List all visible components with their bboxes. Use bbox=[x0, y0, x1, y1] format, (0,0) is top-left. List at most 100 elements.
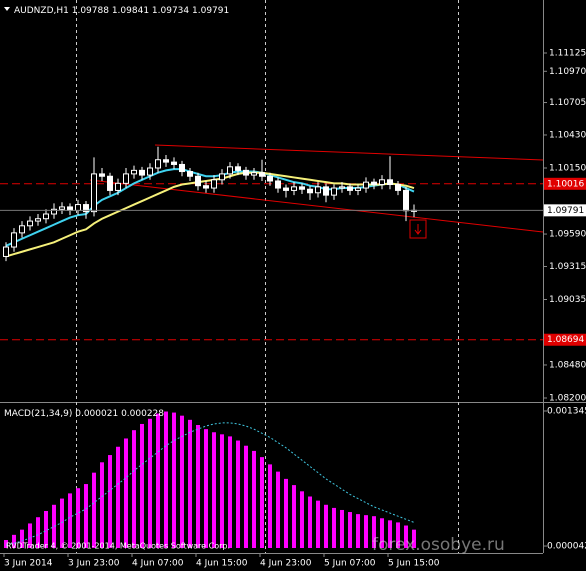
macd-bar bbox=[156, 413, 160, 548]
macd-bar bbox=[68, 493, 72, 548]
x-tick-label: 5 Jun 07:00 bbox=[324, 559, 376, 569]
candle-body bbox=[355, 187, 361, 191]
candle-body bbox=[195, 175, 201, 187]
candle-body bbox=[323, 186, 329, 196]
candle-body bbox=[403, 189, 409, 212]
candle-body bbox=[363, 181, 369, 189]
indicator-header: MACD(21,34,9) 0.000021 0.000228 bbox=[4, 409, 164, 419]
y-tick-label: 1.10430 bbox=[549, 130, 586, 140]
level-label-box bbox=[544, 333, 586, 346]
y-tick-label: 1.11125 bbox=[549, 49, 586, 59]
y-tick-label: 1.10705 bbox=[549, 98, 586, 108]
x-tick-label: 3 Jun 23:00 bbox=[68, 559, 120, 569]
candle-body bbox=[163, 159, 169, 163]
candle-body bbox=[291, 186, 297, 191]
candle-body bbox=[187, 171, 193, 177]
macd-bar bbox=[260, 457, 264, 548]
macd-bar bbox=[196, 424, 200, 548]
macd-bar bbox=[308, 496, 312, 548]
header-high: 1.09841 bbox=[112, 6, 149, 16]
macd-bar bbox=[412, 529, 416, 548]
x-tick-label: 3 Jun 2014 bbox=[4, 559, 53, 569]
candle-body bbox=[275, 180, 281, 189]
x-tick-label: 4 Jun 15:00 bbox=[196, 559, 248, 569]
candle-body bbox=[27, 220, 33, 227]
macd-bar bbox=[28, 523, 32, 548]
candle-body bbox=[299, 186, 305, 190]
macd-bar bbox=[12, 534, 16, 548]
macd-bar bbox=[180, 415, 184, 548]
candle-body bbox=[267, 175, 273, 182]
candle-body bbox=[43, 213, 49, 220]
y-tick-label: 0.001345 bbox=[547, 407, 586, 417]
candle-body bbox=[155, 159, 161, 169]
candle-body bbox=[107, 175, 113, 191]
y-tick-label: 1.09035 bbox=[549, 295, 586, 305]
candle-body bbox=[307, 188, 313, 194]
macd-bar bbox=[4, 540, 8, 548]
candle-body bbox=[115, 182, 121, 191]
x-tick-label: 4 Jun 07:00 bbox=[132, 559, 184, 569]
candle-body bbox=[147, 167, 153, 176]
macd-bar bbox=[212, 432, 216, 548]
candle-body bbox=[219, 173, 225, 181]
level-label: 1.10016 bbox=[547, 179, 584, 189]
macd-bar bbox=[44, 511, 48, 548]
macd-bar bbox=[36, 517, 40, 548]
candle-body bbox=[227, 166, 233, 175]
macd-bar bbox=[204, 429, 208, 548]
macd-bar bbox=[124, 438, 128, 548]
candle-body bbox=[91, 173, 97, 213]
candle-body bbox=[35, 218, 41, 222]
candle-body bbox=[123, 173, 129, 184]
candle-body bbox=[259, 172, 265, 177]
candle-body bbox=[331, 187, 337, 196]
y-tick-label: 1.08200 bbox=[549, 393, 586, 403]
macd-bar bbox=[132, 430, 136, 548]
sell-arrow bbox=[414, 224, 422, 235]
y-tick-label: 1.08480 bbox=[549, 360, 586, 370]
y-tick-label: 0.000042 bbox=[547, 542, 586, 552]
current-price-label: 1.09791 bbox=[547, 206, 584, 216]
header-close: 1.09791 bbox=[192, 6, 229, 16]
macd-bar bbox=[372, 516, 376, 548]
trend-line bbox=[89, 179, 544, 233]
candle-body bbox=[283, 187, 289, 191]
macd-bar bbox=[340, 509, 344, 548]
candle-body bbox=[171, 161, 177, 165]
moving-average bbox=[5, 171, 415, 258]
candle-body bbox=[59, 206, 65, 210]
macd-bar bbox=[316, 500, 320, 548]
macd-bar bbox=[220, 434, 224, 548]
macd-bar bbox=[292, 485, 296, 548]
header-low: 1.09734 bbox=[152, 6, 189, 16]
candle-body bbox=[179, 163, 185, 173]
macd-bar bbox=[148, 418, 152, 548]
macd-bar bbox=[388, 520, 392, 548]
macd-bar bbox=[276, 471, 280, 548]
y-tick-label: 1.09590 bbox=[549, 230, 586, 240]
signal-box bbox=[409, 219, 427, 239]
macd-bar bbox=[396, 522, 400, 548]
candle-body bbox=[3, 246, 9, 257]
candle-body bbox=[395, 184, 401, 191]
macd-bar bbox=[404, 525, 408, 548]
indicator-value: 0.000021 bbox=[75, 409, 118, 419]
macd-bar bbox=[164, 411, 168, 548]
macd-bar bbox=[228, 436, 232, 548]
macd-bar bbox=[236, 440, 240, 548]
candle-body bbox=[51, 208, 57, 215]
candle-body bbox=[211, 179, 217, 189]
candle-body bbox=[203, 185, 209, 189]
macd-bar bbox=[100, 462, 104, 548]
y-tick-label: 1.09315 bbox=[549, 262, 586, 272]
macd-bar bbox=[76, 488, 80, 548]
candle-body bbox=[371, 181, 377, 186]
candle-body bbox=[387, 179, 393, 186]
candle-body bbox=[99, 173, 105, 177]
x-tick-label: 5 Jun 15:00 bbox=[388, 559, 440, 569]
candle-body bbox=[83, 204, 89, 213]
macd-bar bbox=[348, 512, 352, 548]
macd-bar bbox=[324, 504, 328, 548]
